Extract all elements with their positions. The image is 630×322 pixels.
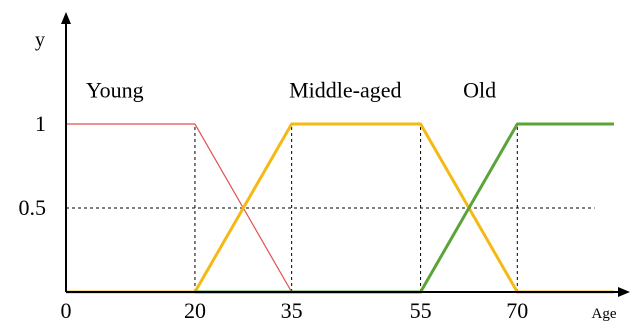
y-axis-arrow-icon — [61, 12, 71, 24]
series-lines — [66, 122, 614, 294]
x-tick-label-20: 20 — [184, 298, 206, 322]
series-line-young — [66, 123, 614, 293]
y-axis-label: y — [35, 29, 45, 51]
chart-labels: y Age 0.5 1 0 20 35 55 70 Young Middle-aged Old — [19, 29, 617, 322]
x-axis-label: Age — [592, 306, 617, 322]
x-tick-label-0: 0 — [61, 298, 72, 322]
set-label-old: Old — [463, 77, 496, 102]
axes — [61, 12, 630, 297]
y-tick-label-1: 1 — [35, 111, 46, 136]
x-tick-label-35: 35 — [281, 298, 303, 322]
x-tick-label-70: 70 — [506, 298, 528, 322]
guide-lines — [66, 124, 595, 292]
y-tick-label-0-5: 0.5 — [19, 195, 47, 220]
x-axis-arrow-icon — [618, 287, 630, 297]
series-line-middle-aged — [66, 122, 614, 294]
set-label-young: Young — [86, 77, 144, 102]
x-tick-label-55: 55 — [410, 298, 432, 322]
set-label-middle-aged: Middle-aged — [289, 77, 401, 102]
